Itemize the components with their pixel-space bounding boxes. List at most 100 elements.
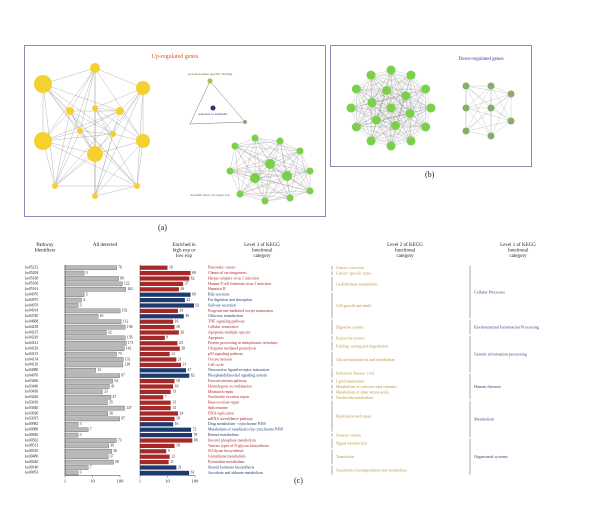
level3-name: TNF signaling pathway — [208, 320, 245, 324]
network-edge — [465, 130, 492, 137]
level2-name: Replication and repair — [336, 414, 372, 419]
all-detected-bar — [64, 287, 126, 292]
network-edge — [264, 170, 311, 202]
pathway-id: ko04970 — [25, 303, 38, 307]
network-edge — [69, 110, 114, 135]
all-detected-value: 102 — [122, 309, 128, 313]
all-detected-bar — [64, 405, 125, 411]
network-node — [90, 63, 100, 73]
enriched-bar — [140, 325, 175, 330]
pathway-id: ko05168 — [25, 276, 38, 280]
network-node — [210, 105, 216, 111]
pathway-id: ko05166 — [25, 282, 38, 286]
network-edge — [229, 150, 301, 172]
enriched-value: 78 — [194, 433, 198, 437]
all-detected-bar — [64, 330, 107, 335]
enriched-bar — [140, 470, 190, 475]
network-edge — [376, 107, 432, 121]
network-edge — [390, 113, 411, 147]
level1-name: Metabolism — [474, 416, 495, 421]
level3-name: Spliceosome — [208, 406, 228, 410]
all-detected-bar — [64, 378, 113, 384]
network-edge — [279, 140, 311, 172]
level3-name: Cellular senescence — [208, 325, 239, 329]
enriched-bar — [140, 298, 185, 303]
pathway-id: ko04218 — [25, 325, 38, 329]
enriched-bar — [140, 319, 174, 324]
network-edge — [370, 75, 373, 103]
level3-name: Phosphatidylinositol signaling system — [208, 374, 267, 378]
enriched-value: 13 — [172, 406, 176, 410]
network-node — [371, 115, 381, 125]
network-edge — [94, 67, 144, 89]
network-edge — [229, 137, 256, 172]
network-edge — [239, 190, 311, 195]
panel-b-title: Down-regulated genes — [458, 57, 503, 62]
enriched-bar — [140, 438, 193, 443]
enriched-value: 11 — [170, 460, 174, 464]
network-node — [426, 103, 436, 113]
network-edge — [94, 107, 121, 112]
all-detected-value: 97 — [121, 374, 125, 378]
network-edge — [371, 102, 432, 109]
network-edge — [370, 90, 387, 141]
level3-name: Cell cycle — [208, 363, 224, 367]
network-edge — [239, 193, 266, 202]
network-edge — [94, 185, 138, 197]
level3-name: Base excision repair — [208, 401, 240, 405]
level3-name: mRNA surveillance pathway — [208, 417, 253, 421]
network-edge — [264, 163, 271, 202]
network-edge — [254, 137, 311, 192]
level2-name: Nucleotide metabolism — [336, 395, 374, 400]
enriched-value: 21 — [178, 465, 182, 469]
level2-name: Signal transduction — [336, 441, 367, 446]
network-edge — [356, 125, 396, 128]
all-detected-tick-label: 1 — [64, 479, 66, 484]
network-edge — [229, 145, 236, 172]
enriched-value: 13 — [172, 390, 176, 394]
all-detected-bar — [64, 341, 127, 346]
network-edge — [465, 93, 512, 109]
pathway-id: ko03030 — [25, 411, 38, 415]
network-edge — [234, 140, 281, 147]
level2-name: Cancer: specific types — [336, 271, 372, 276]
network-edge — [94, 67, 144, 142]
all-detected-value: 142 — [126, 347, 132, 351]
enriched-bar — [140, 362, 182, 367]
enriched-bar — [140, 433, 193, 438]
level3-name: Glutathione metabolism — [208, 455, 246, 459]
level3-name: Mismatch repair — [208, 390, 234, 394]
all-detected-value: 4 — [83, 298, 85, 302]
yellow-cluster-edges — [42, 67, 144, 197]
network-edge — [390, 75, 412, 109]
enriched-bar — [140, 335, 165, 340]
enriched-bar — [140, 287, 179, 292]
network-edge — [390, 69, 411, 114]
network-edge — [350, 107, 377, 121]
pathway-id: ko04210 — [25, 336, 38, 340]
network-edge — [42, 83, 138, 187]
pathway-id: ko00562 — [25, 438, 38, 442]
network-edge — [350, 107, 426, 128]
all-detected-bar — [64, 303, 79, 308]
triangle-edges — [189, 80, 246, 125]
network-edge — [371, 74, 412, 103]
network-b-graph: Down-regulated genes — [346, 57, 515, 151]
network-edge — [79, 67, 96, 132]
level1-name: Human diseases — [474, 384, 501, 389]
network-node — [346, 103, 356, 113]
level3-name: Chemical carcinogenesis — [208, 271, 247, 275]
pathway-id: ko03460 — [25, 379, 38, 383]
level3-name: Apoptosis — [208, 336, 224, 340]
network-edge — [254, 150, 301, 179]
pathway-id: ko00980 — [25, 428, 38, 432]
network-edge — [94, 133, 114, 197]
network-edge — [405, 95, 412, 141]
network-node — [405, 108, 415, 118]
pathway-id: ko04115 — [25, 352, 38, 356]
network-edge — [390, 69, 396, 126]
all-detected-value: 50 — [113, 449, 117, 453]
all-detected-value: 7 — [90, 428, 92, 432]
pathway-id: ko04668 — [25, 320, 38, 324]
pathway-id: ko03440 — [25, 384, 38, 388]
